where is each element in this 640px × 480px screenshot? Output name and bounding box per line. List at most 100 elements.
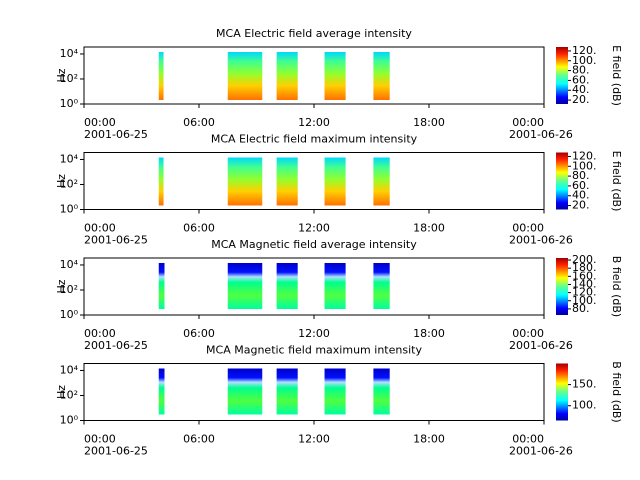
- spectrogram-burst: [373, 368, 390, 415]
- colorbar-tick-label: 120.: [572, 149, 597, 162]
- spectrogram-burst: [227, 52, 263, 100]
- axes-frame: [83, 257, 545, 316]
- y-axis-label: Hz: [55, 385, 68, 399]
- spectrogram-burst: [324, 52, 346, 100]
- colorbar-tick-label: 100.: [572, 54, 597, 67]
- x-date-label: 2001-06-25: [84, 445, 148, 458]
- x-tick-label: 12:00: [298, 116, 330, 129]
- colorbar-tick-label: 160.: [572, 269, 597, 282]
- spectrogram-burst: [373, 263, 390, 309]
- axes-frame: [83, 46, 545, 105]
- y-axis-label: Hz: [55, 279, 68, 293]
- y-axis-label: Hz: [55, 174, 68, 188]
- x-date-label: 2001-06-26: [509, 339, 573, 352]
- spectrogram-burst: [324, 263, 346, 309]
- colorbar: [556, 152, 568, 210]
- spectrogram-burst: [276, 368, 298, 415]
- colorbar-tick-label: 100.: [572, 294, 597, 307]
- colorbar-label: B field (dB): [610, 256, 623, 317]
- colorbar: [556, 363, 568, 421]
- spectrogram-burst: [227, 157, 263, 206]
- y-axis-label: Hz: [55, 68, 68, 82]
- y-tick-label: 10⁴: [60, 152, 79, 165]
- x-tick-label: 00:00: [84, 116, 116, 129]
- x-date-label: 2001-06-25: [84, 339, 148, 352]
- x-tick-label: 18:00: [413, 222, 445, 235]
- x-tick-label: 06:00: [183, 433, 215, 446]
- colorbar-tick-label: 80.: [572, 302, 590, 315]
- spectrogram-burst: [276, 157, 298, 206]
- x-tick-label: 00:00: [512, 433, 544, 446]
- colorbar-label: B field (dB): [610, 361, 623, 422]
- spectrogram-burst: [158, 157, 164, 206]
- y-tick-label: 10²: [60, 283, 78, 296]
- colorbar-tick-label: 120.: [572, 44, 597, 57]
- spectrogram-burst: [158, 52, 164, 100]
- y-tick-label: 10⁰: [60, 97, 79, 110]
- colorbar-tick-label: 60.: [572, 73, 590, 86]
- spectrogram-burst: [373, 157, 390, 206]
- spectrogram-burst: [227, 263, 263, 309]
- x-tick-label: 18:00: [413, 327, 445, 340]
- y-tick-label: 10²: [60, 177, 78, 190]
- y-tick-label: 10⁰: [60, 203, 79, 216]
- x-tick-label: 18:00: [413, 433, 445, 446]
- x-tick-label: 18:00: [413, 116, 445, 129]
- x-date-label: 2001-06-25: [84, 128, 148, 141]
- x-date-label: 2001-06-26: [509, 128, 573, 141]
- colorbar-tick-label: 20.: [572, 93, 590, 106]
- colorbar-tick-label: 100.: [572, 399, 597, 412]
- panel-title: MCA Magnetic field maximum intensity: [206, 344, 422, 357]
- x-tick-label: 00:00: [512, 327, 544, 340]
- x-tick-label: 00:00: [512, 116, 544, 129]
- colorbar-tick-label: 60.: [572, 179, 590, 192]
- x-tick-label: 06:00: [183, 327, 215, 340]
- y-tick-label: 10⁰: [60, 414, 79, 427]
- spectrogram-burst: [373, 52, 390, 100]
- colorbar-tick-label: 100.: [572, 159, 597, 172]
- y-tick-label: 10⁰: [60, 308, 79, 321]
- spectrogram-burst: [276, 52, 298, 100]
- spectrogram-burst: [324, 368, 346, 415]
- colorbar: [556, 47, 568, 104]
- spectrogram-burst: [227, 368, 263, 415]
- y-tick-label: 10²: [60, 72, 78, 85]
- spectrogram-burst: [324, 157, 346, 206]
- x-tick-label: 12:00: [298, 222, 330, 235]
- x-tick-label: 00:00: [84, 433, 116, 446]
- x-tick-label: 12:00: [298, 433, 330, 446]
- panel-title: MCA Electric field maximum intensity: [211, 133, 418, 146]
- spectrogram-burst: [158, 368, 165, 415]
- x-tick-label: 00:00: [512, 222, 544, 235]
- colorbar-tick-label: 200.: [572, 253, 597, 266]
- colorbar-tick-label: 80.: [572, 64, 590, 77]
- colorbar-tick-label: 80.: [572, 169, 590, 182]
- axes-frame: [83, 152, 545, 210]
- x-date-label: 2001-06-25: [84, 234, 148, 247]
- panel-title: MCA Magnetic field average intensity: [211, 238, 417, 251]
- colorbar-tick-label: 140.: [572, 277, 597, 290]
- spectrogram-burst: [276, 263, 298, 309]
- axes-frame: [83, 363, 545, 421]
- y-tick-label: 10⁴: [60, 258, 79, 271]
- x-tick-label: 12:00: [298, 327, 330, 340]
- colorbar-tick-label: 120.: [572, 286, 597, 299]
- x-tick-label: 06:00: [183, 116, 215, 129]
- x-tick-label: 06:00: [183, 222, 215, 235]
- x-tick-label: 00:00: [84, 327, 116, 340]
- y-tick-label: 10⁴: [60, 47, 79, 60]
- colorbar-tick-label: 40.: [572, 189, 590, 202]
- colorbar-label: E field (dB): [610, 151, 623, 212]
- colorbar-tick-label: 40.: [572, 83, 590, 96]
- colorbar-tick-label: 20.: [572, 199, 590, 212]
- y-tick-label: 10⁴: [60, 363, 79, 376]
- colorbar-tick-label: 150.: [572, 378, 597, 391]
- x-date-label: 2001-06-26: [509, 234, 573, 247]
- x-date-label: 2001-06-26: [509, 445, 573, 458]
- colorbar: [556, 258, 568, 315]
- colorbar-tick-label: 180.: [572, 261, 597, 274]
- spectrogram-burst: [158, 263, 165, 309]
- colorbar-label: E field (dB): [610, 45, 623, 106]
- x-tick-label: 00:00: [84, 222, 116, 235]
